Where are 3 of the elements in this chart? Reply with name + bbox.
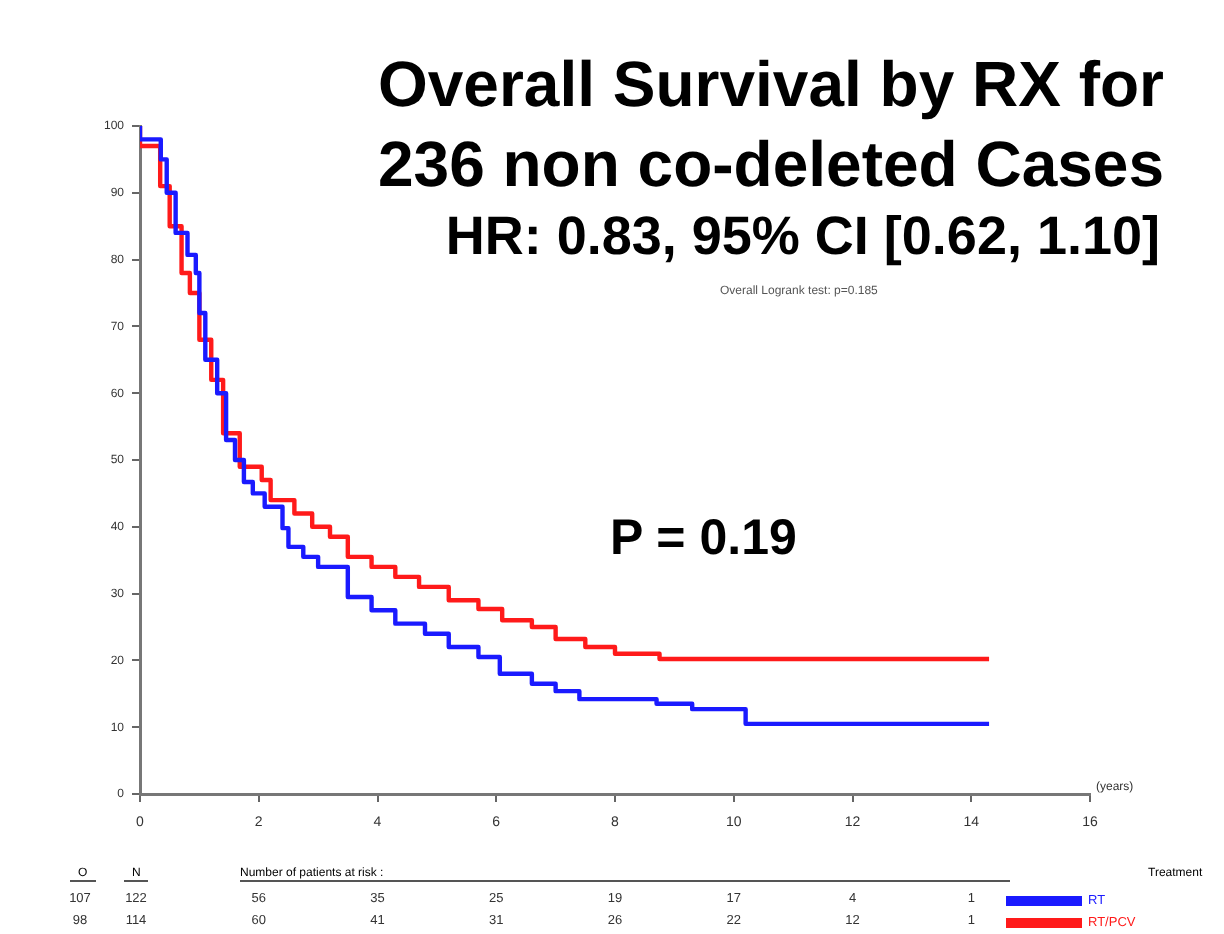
- text: HR: 0.83, 95% CI [0.62, 1.10]: [445, 206, 1160, 268]
- chart-title: Overall Survival by RX for 236 non co-deleted Cases: [375, 46, 1164, 204]
- annotation: P = 0.19: [610, 510, 797, 568]
